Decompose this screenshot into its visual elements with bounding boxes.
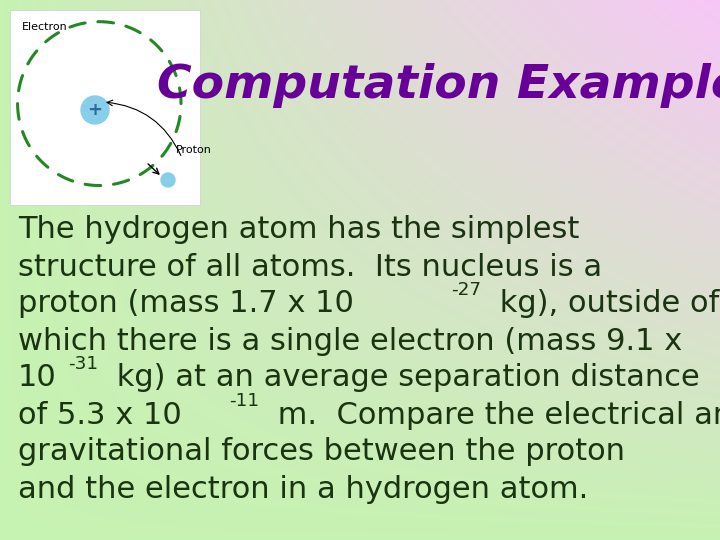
FancyBboxPatch shape — [10, 10, 200, 205]
Text: kg), outside of: kg), outside of — [490, 289, 719, 319]
Text: 10: 10 — [18, 363, 57, 393]
Text: kg) at an average separation distance: kg) at an average separation distance — [107, 363, 700, 393]
Text: m.  Compare the electrical and: m. Compare the electrical and — [268, 401, 720, 429]
Circle shape — [161, 173, 175, 187]
Text: -27: -27 — [451, 281, 482, 299]
Circle shape — [81, 96, 109, 124]
Text: Electron: Electron — [22, 22, 68, 32]
Text: and the electron in a hydrogen atom.: and the electron in a hydrogen atom. — [18, 475, 588, 503]
Text: Proton: Proton — [176, 145, 212, 155]
Text: +: + — [88, 101, 102, 119]
Text: proton (mass 1.7 x 10: proton (mass 1.7 x 10 — [18, 289, 354, 319]
Text: Computation Example: Computation Example — [157, 63, 720, 107]
Text: -31: -31 — [68, 355, 98, 373]
Text: gravitational forces between the proton: gravitational forces between the proton — [18, 437, 625, 467]
Text: -11: -11 — [229, 392, 259, 410]
Text: which there is a single electron (mass 9.1 x: which there is a single electron (mass 9… — [18, 327, 683, 355]
Text: structure of all atoms.  Its nucleus is a: structure of all atoms. Its nucleus is a — [18, 253, 602, 281]
Text: The hydrogen atom has the simplest: The hydrogen atom has the simplest — [18, 215, 580, 245]
Text: of 5.3 x 10: of 5.3 x 10 — [18, 401, 181, 429]
